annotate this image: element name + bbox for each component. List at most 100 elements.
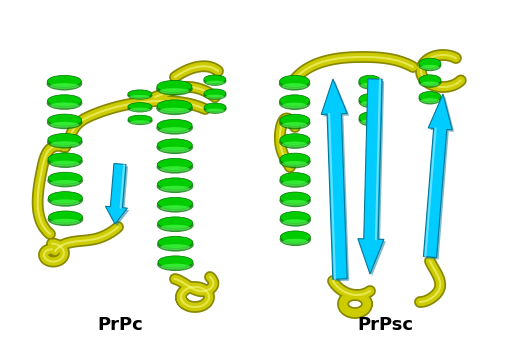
Ellipse shape xyxy=(158,256,193,268)
Ellipse shape xyxy=(282,219,308,225)
Ellipse shape xyxy=(205,81,224,85)
Ellipse shape xyxy=(157,238,194,252)
Ellipse shape xyxy=(128,90,152,98)
Polygon shape xyxy=(358,79,384,274)
Ellipse shape xyxy=(157,158,192,170)
Ellipse shape xyxy=(280,212,310,223)
Ellipse shape xyxy=(46,77,82,91)
Ellipse shape xyxy=(47,174,83,187)
Ellipse shape xyxy=(47,213,83,226)
Ellipse shape xyxy=(156,121,193,135)
Ellipse shape xyxy=(47,95,82,107)
Ellipse shape xyxy=(359,113,382,126)
Ellipse shape xyxy=(280,192,310,204)
Polygon shape xyxy=(321,79,347,279)
Ellipse shape xyxy=(50,102,79,108)
Ellipse shape xyxy=(359,75,381,87)
Ellipse shape xyxy=(418,93,442,105)
Ellipse shape xyxy=(157,257,194,271)
Ellipse shape xyxy=(48,153,82,165)
Polygon shape xyxy=(105,164,127,224)
Ellipse shape xyxy=(421,98,440,103)
Polygon shape xyxy=(425,96,454,260)
Ellipse shape xyxy=(160,244,190,250)
Ellipse shape xyxy=(157,179,194,193)
Ellipse shape xyxy=(130,108,150,111)
Ellipse shape xyxy=(361,101,379,106)
Ellipse shape xyxy=(280,76,310,87)
Ellipse shape xyxy=(47,75,82,87)
Ellipse shape xyxy=(282,103,308,108)
Ellipse shape xyxy=(282,180,308,186)
Ellipse shape xyxy=(361,119,379,125)
Ellipse shape xyxy=(47,154,83,168)
Ellipse shape xyxy=(127,91,152,100)
Ellipse shape xyxy=(157,139,192,151)
Ellipse shape xyxy=(158,236,193,248)
Polygon shape xyxy=(323,81,349,281)
Ellipse shape xyxy=(280,114,310,126)
Text: PrPsc: PrPsc xyxy=(357,316,413,334)
Ellipse shape xyxy=(47,193,83,207)
Ellipse shape xyxy=(419,75,441,85)
Ellipse shape xyxy=(157,218,194,232)
Ellipse shape xyxy=(160,166,190,172)
Ellipse shape xyxy=(359,95,381,108)
Ellipse shape xyxy=(282,161,308,167)
Ellipse shape xyxy=(280,153,310,165)
Ellipse shape xyxy=(157,199,194,213)
Ellipse shape xyxy=(160,263,190,270)
Ellipse shape xyxy=(159,108,189,113)
Ellipse shape xyxy=(419,58,441,68)
Ellipse shape xyxy=(204,103,226,112)
Ellipse shape xyxy=(279,155,311,168)
Ellipse shape xyxy=(203,90,227,100)
Ellipse shape xyxy=(280,213,311,227)
Ellipse shape xyxy=(280,232,311,246)
Ellipse shape xyxy=(128,102,152,110)
Ellipse shape xyxy=(418,76,442,88)
Polygon shape xyxy=(424,94,452,257)
Ellipse shape xyxy=(157,119,192,131)
Ellipse shape xyxy=(282,141,308,147)
Ellipse shape xyxy=(359,112,381,123)
Ellipse shape xyxy=(361,83,379,88)
Ellipse shape xyxy=(279,174,311,188)
Ellipse shape xyxy=(282,122,308,128)
Polygon shape xyxy=(107,165,130,226)
Ellipse shape xyxy=(279,96,311,110)
Ellipse shape xyxy=(128,115,152,123)
Ellipse shape xyxy=(51,161,79,166)
Ellipse shape xyxy=(47,114,82,126)
Ellipse shape xyxy=(156,160,194,174)
Ellipse shape xyxy=(50,83,79,89)
Ellipse shape xyxy=(206,108,224,113)
Ellipse shape xyxy=(49,211,83,223)
Ellipse shape xyxy=(127,103,153,112)
Ellipse shape xyxy=(47,116,83,129)
Ellipse shape xyxy=(159,88,189,94)
Ellipse shape xyxy=(419,92,441,102)
Ellipse shape xyxy=(205,95,224,99)
Ellipse shape xyxy=(127,116,153,125)
Ellipse shape xyxy=(280,134,310,146)
Ellipse shape xyxy=(51,141,79,147)
Ellipse shape xyxy=(203,104,227,114)
Ellipse shape xyxy=(280,173,310,185)
Ellipse shape xyxy=(279,135,311,149)
Ellipse shape xyxy=(280,231,310,243)
Ellipse shape xyxy=(204,75,226,84)
Ellipse shape xyxy=(283,239,308,245)
Ellipse shape xyxy=(160,186,190,192)
Ellipse shape xyxy=(359,93,381,105)
Ellipse shape xyxy=(156,101,193,115)
Ellipse shape xyxy=(48,172,82,184)
Ellipse shape xyxy=(50,122,79,128)
Ellipse shape xyxy=(421,82,439,87)
Ellipse shape xyxy=(160,147,190,153)
Ellipse shape xyxy=(49,192,83,204)
Ellipse shape xyxy=(160,205,190,211)
Ellipse shape xyxy=(279,116,311,129)
Ellipse shape xyxy=(160,127,189,133)
Ellipse shape xyxy=(158,217,193,229)
